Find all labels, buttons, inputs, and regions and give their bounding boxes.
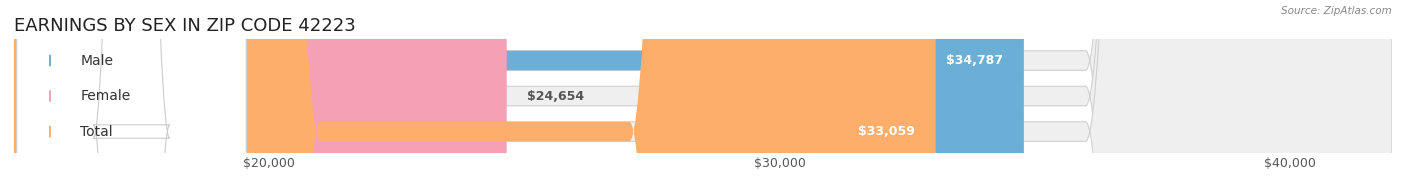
- Text: Male: Male: [80, 54, 114, 67]
- FancyBboxPatch shape: [14, 0, 1392, 196]
- FancyBboxPatch shape: [14, 0, 1024, 196]
- FancyBboxPatch shape: [14, 0, 506, 196]
- FancyBboxPatch shape: [17, 0, 246, 196]
- FancyBboxPatch shape: [14, 0, 935, 196]
- Text: $33,059: $33,059: [859, 125, 915, 138]
- FancyBboxPatch shape: [17, 0, 246, 196]
- Text: Total: Total: [80, 125, 112, 139]
- Text: Source: ZipAtlas.com: Source: ZipAtlas.com: [1281, 6, 1392, 16]
- FancyBboxPatch shape: [14, 0, 1392, 196]
- Text: $24,654: $24,654: [527, 90, 585, 103]
- FancyBboxPatch shape: [17, 0, 246, 196]
- Text: $34,787: $34,787: [946, 54, 1004, 67]
- FancyBboxPatch shape: [14, 0, 1392, 196]
- Text: EARNINGS BY SEX IN ZIP CODE 42223: EARNINGS BY SEX IN ZIP CODE 42223: [14, 17, 356, 35]
- Text: Female: Female: [80, 89, 131, 103]
